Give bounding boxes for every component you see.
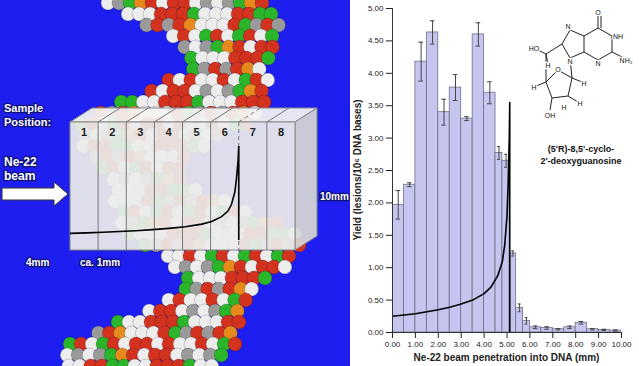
svg-text:(5'R)-8,5'-cyclo-: (5'R)-8,5'-cyclo- [548,144,614,154]
svg-text:2.00: 2.00 [431,340,447,349]
svg-text:7: 7 [250,126,256,138]
svg-text:0.00: 0.00 [368,328,384,337]
svg-text:H: H [561,104,566,111]
svg-text:2'-deoxyguanosine: 2'-deoxyguanosine [540,156,621,166]
svg-text:Yield (lesions/10⁶ DNA bases): Yield (lesions/10⁶ DNA bases) [352,99,363,240]
svg-text:4.50: 4.50 [368,36,384,45]
svg-text:1.50: 1.50 [368,231,384,240]
svg-text:H: H [581,80,586,87]
svg-text:3: 3 [137,126,143,138]
svg-text:OH: OH [545,112,556,119]
svg-text:6.00: 6.00 [522,340,538,349]
svg-text:5.00: 5.00 [368,4,384,13]
svg-text:5: 5 [194,126,200,138]
svg-text:5.00: 5.00 [499,340,515,349]
svg-text:10.00: 10.00 [611,340,632,349]
svg-text:8.00: 8.00 [568,340,584,349]
svg-text:8: 8 [278,126,284,138]
svg-text:N: N [565,23,570,30]
svg-text:6: 6 [222,126,228,138]
svg-text:Position:: Position: [4,116,51,128]
svg-text:3.00: 3.00 [453,340,469,349]
svg-text:1.00: 1.00 [368,263,384,272]
svg-text:2: 2 [109,126,115,138]
svg-text:9.00: 9.00 [591,340,607,349]
svg-text:4mm: 4mm [26,257,49,268]
svg-text:HO: HO [529,45,540,52]
svg-text:1: 1 [81,126,87,138]
svg-text:4: 4 [165,126,172,138]
svg-text:H: H [531,84,536,91]
svg-text:O: O [595,9,601,16]
svg-text:Ne-22 beam penetration into DN: Ne-22 beam penetration into DNA (mm) [414,352,600,363]
svg-text:beam: beam [4,169,35,183]
svg-text:H: H [577,100,582,107]
svg-text:O: O [555,66,561,73]
svg-text:3.50: 3.50 [368,101,384,110]
svg-text:0.00: 0.00 [385,340,401,349]
svg-text:1.00: 1.00 [408,340,424,349]
svg-text:10mm: 10mm [320,191,349,202]
svg-text:2.50: 2.50 [368,166,384,175]
svg-text:7.00: 7.00 [545,340,561,349]
svg-text:NH: NH [613,33,623,40]
svg-text:4.00: 4.00 [476,340,492,349]
svg-text:N: N [595,60,600,67]
svg-text:0.50: 0.50 [368,296,384,305]
svg-text:H: H [545,62,550,69]
svg-text:Ne-22: Ne-22 [4,155,37,169]
svg-text:Sample: Sample [4,102,43,114]
svg-text:3.00: 3.00 [368,134,384,143]
svg-text:ca. 1mm: ca. 1mm [80,257,120,268]
svg-text:2.00: 2.00 [368,198,384,207]
svg-text:4.00: 4.00 [368,69,384,78]
svg-text:N: N [567,58,572,65]
svg-text:NH₂: NH₂ [620,57,633,64]
